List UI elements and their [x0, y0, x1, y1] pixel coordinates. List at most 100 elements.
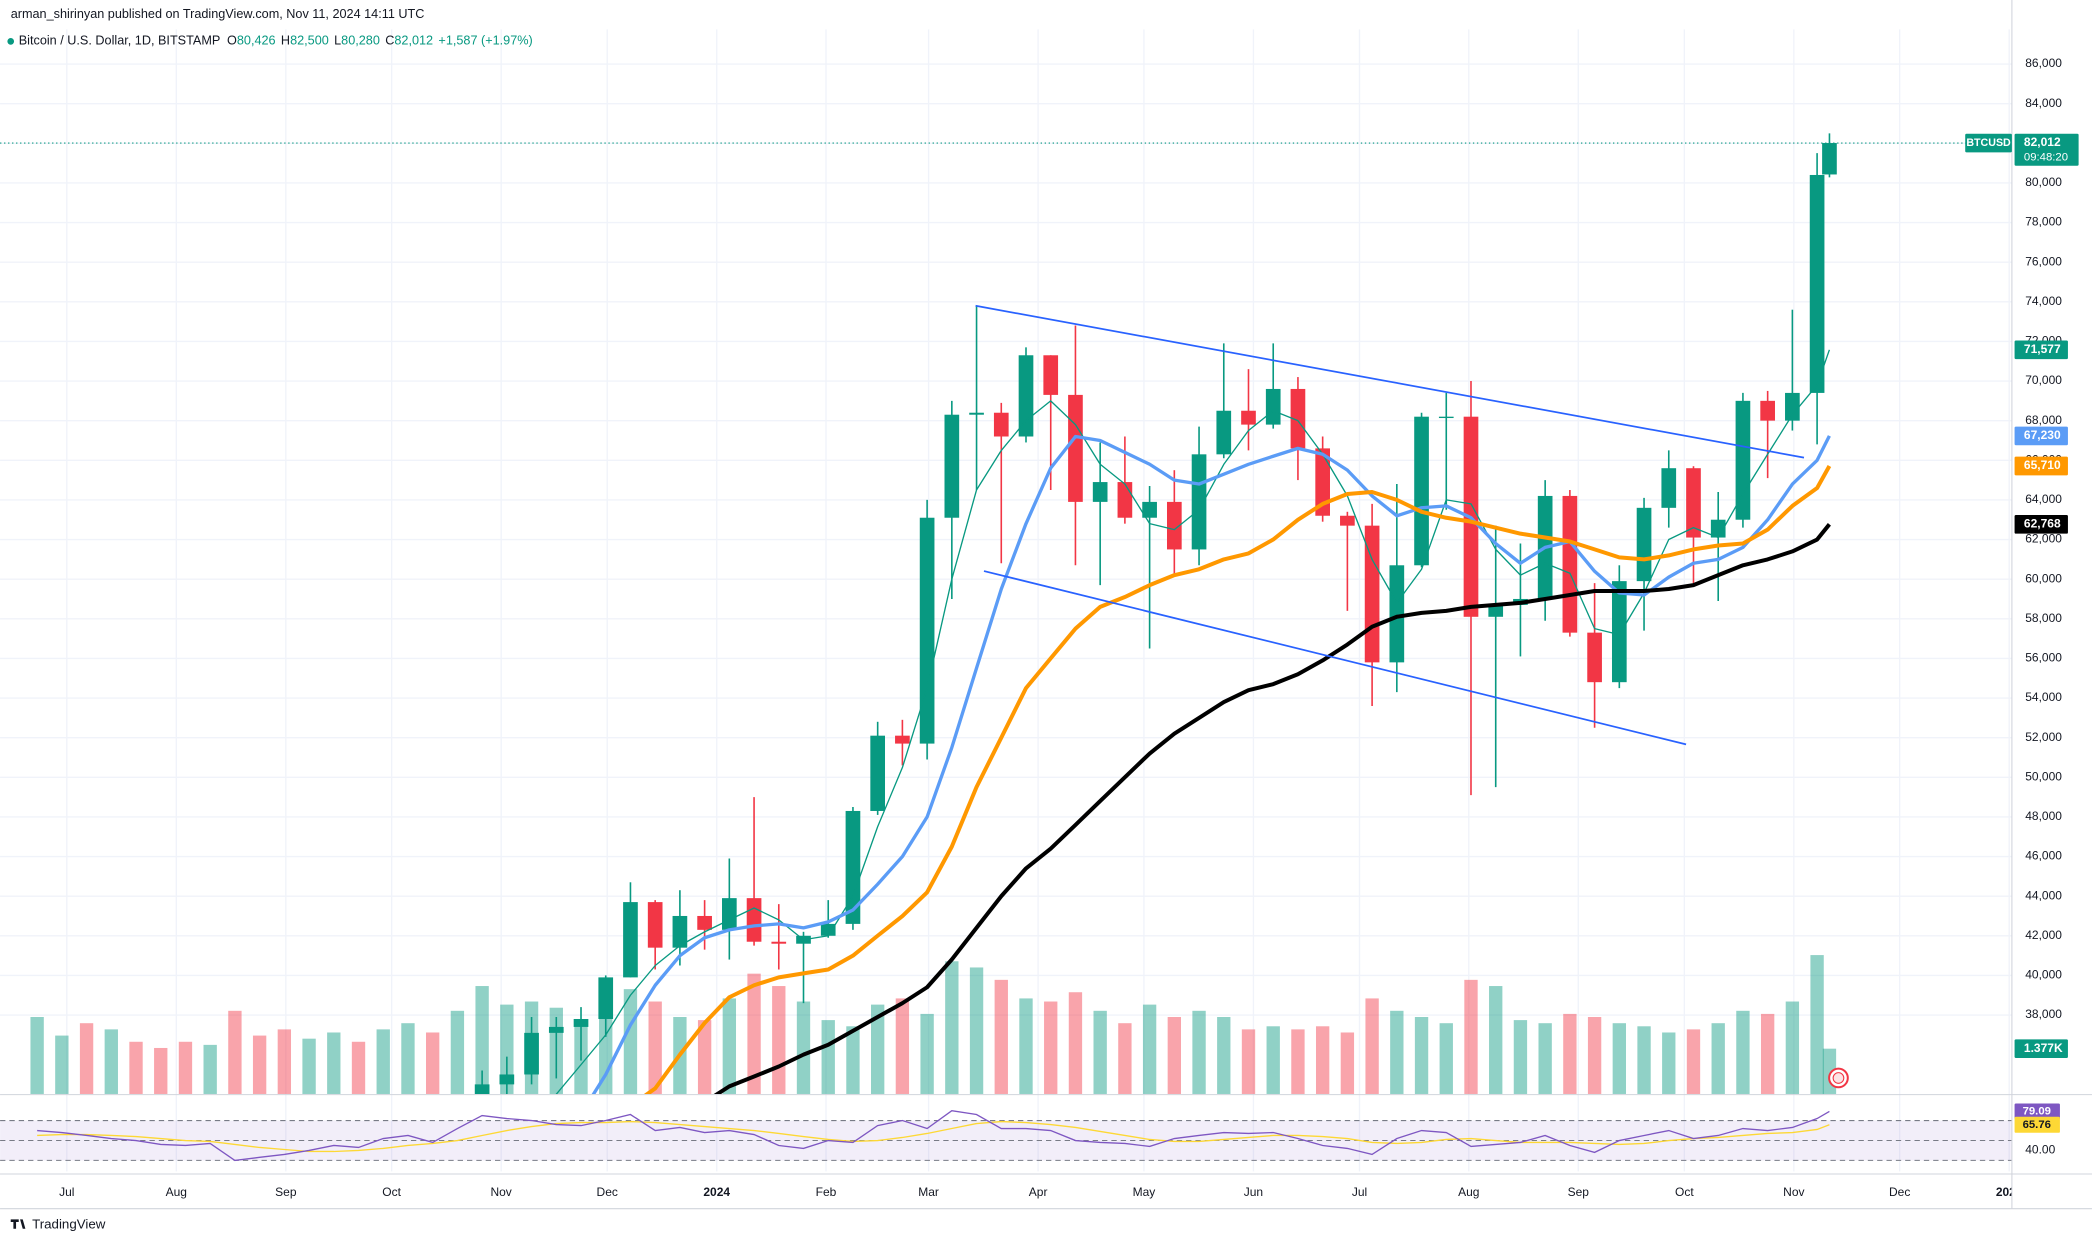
candle-body — [1438, 416, 1454, 419]
ohlc-value: 82,500 — [290, 34, 329, 48]
candle-body — [969, 412, 984, 415]
candle-body — [573, 1018, 589, 1027]
x-tick-label: Jun — [1244, 1185, 1263, 1199]
y-tick-label: 40,000 — [2025, 968, 2062, 982]
ohlc-value: 80,426 — [237, 34, 276, 48]
volume-bar — [1266, 1026, 1280, 1094]
candle-body — [1068, 394, 1083, 502]
x-tick-label: Nov — [1783, 1185, 1804, 1199]
y-tick-label: 80,000 — [2025, 175, 2062, 189]
y-tick-label: 68,000 — [2025, 413, 2062, 427]
symbol-tag-text: BTCUSD — [1966, 137, 2011, 149]
main-pane — [30, 133, 1837, 1094]
volume-bar — [1044, 1001, 1058, 1094]
candle-body — [1290, 388, 1306, 449]
countdown: 09:48:20 — [2024, 152, 2068, 164]
y-tick-label: 76,000 — [2025, 254, 2062, 268]
volume-bar — [1217, 1017, 1231, 1094]
ma-tag — [2014, 340, 2068, 360]
volume-bar — [871, 1004, 885, 1094]
candle-body — [1315, 448, 1330, 516]
ma-tag-text: 67,230 — [2024, 428, 2061, 442]
candle-body — [1785, 392, 1800, 421]
volume-bar — [1637, 1026, 1651, 1094]
y-tick-label: 70,000 — [2025, 373, 2062, 387]
footer-logo — [10, 1219, 26, 1229]
candle-body — [1389, 565, 1405, 663]
x-axis: Jul Aug Sep Oct Nov Dec 2024 Feb Mar Apr May Jun Jul… — [59, 1185, 2012, 1199]
ma-tag — [2014, 456, 2068, 476]
ma-tag-text: 62,768 — [2024, 516, 2061, 530]
candle-body — [820, 923, 836, 936]
volume-bar — [1686, 1029, 1701, 1094]
volume-bar — [1414, 1017, 1429, 1094]
candle-body — [1414, 416, 1429, 566]
volume-bar — [327, 1032, 341, 1094]
volume-bar — [1587, 1017, 1602, 1094]
ohlc-value: 80,280 — [341, 34, 380, 48]
x-tick-label: Oct — [382, 1185, 401, 1199]
candle-body — [771, 941, 787, 944]
volume-bar — [623, 989, 638, 1094]
y-tick-label: 84,000 — [2025, 96, 2062, 110]
candle-body — [1265, 388, 1281, 425]
y-tick-label: 52,000 — [2025, 730, 2062, 744]
event-icon — [1828, 1067, 1849, 1089]
volume-bar — [376, 1029, 390, 1094]
ma-tag — [2014, 426, 2068, 446]
candle-body — [895, 735, 910, 744]
candle-body — [1166, 501, 1182, 550]
volume-bar — [895, 998, 910, 1094]
x-tick-label: Oct — [1675, 1185, 1694, 1199]
candle-body — [672, 915, 688, 948]
volume-bar — [277, 1029, 292, 1094]
x-tick-label: Aug — [1458, 1185, 1479, 1199]
candle-body — [1587, 632, 1602, 683]
candle-body — [1661, 468, 1677, 508]
ohlc-key: C — [385, 34, 394, 48]
volume-bar — [1711, 1023, 1725, 1094]
volume-bar — [450, 1010, 465, 1094]
x-tick-label: Sep — [1568, 1185, 1590, 1199]
price-tag-text: 82,012 — [2024, 135, 2061, 149]
volume-bar — [599, 1013, 613, 1094]
ohlc-key: H — [281, 34, 290, 48]
y-tick-label: 54,000 — [2025, 690, 2062, 704]
volume-bar — [79, 1023, 94, 1094]
candle-body — [474, 1084, 490, 1094]
x-tick-label: Jul — [59, 1185, 74, 1199]
x-tick-label: Jul — [1352, 1185, 1367, 1199]
volume-bar — [796, 1001, 811, 1094]
y-tick-label: 48,000 — [2025, 809, 2062, 823]
candle-body — [746, 898, 762, 942]
moving-average — [555, 349, 1831, 1094]
volume-bar — [154, 1047, 168, 1094]
candle-body — [1117, 482, 1133, 518]
volume-bar — [846, 1026, 860, 1094]
symbol-legend: Bitcoin / U.S. Dollar, 1D, BITSTAMP O80,4… — [19, 34, 533, 48]
candle-body — [1142, 501, 1157, 518]
volume-bar — [426, 1032, 440, 1094]
candle-body — [1636, 507, 1652, 582]
x-tick-label: 2024 — [703, 1185, 730, 1199]
candle-body — [548, 1026, 564, 1033]
volume-bar — [203, 1044, 217, 1094]
volume-bar — [351, 1041, 366, 1094]
volume-bar — [1612, 1023, 1626, 1094]
y-tick-label: 64,000 — [2025, 492, 2062, 506]
ma-tag-text: 71,577 — [2024, 342, 2061, 356]
candle-body — [1018, 355, 1034, 437]
rsi-tag-text: 79.09 — [2023, 1105, 2051, 1117]
x-tick-label: Apr — [1029, 1185, 1048, 1199]
volume-bar — [648, 1001, 662, 1094]
y-tick-label: 78,000 — [2025, 215, 2062, 229]
trendline — [983, 570, 1687, 746]
candle-body — [1822, 143, 1837, 175]
moving-average — [591, 434, 1831, 1094]
candle-body — [1340, 515, 1355, 526]
footer: TradingView — [32, 1216, 106, 1231]
volume-bar — [747, 973, 761, 1094]
volume-bar — [920, 1013, 934, 1094]
volume-bar — [1365, 998, 1379, 1094]
